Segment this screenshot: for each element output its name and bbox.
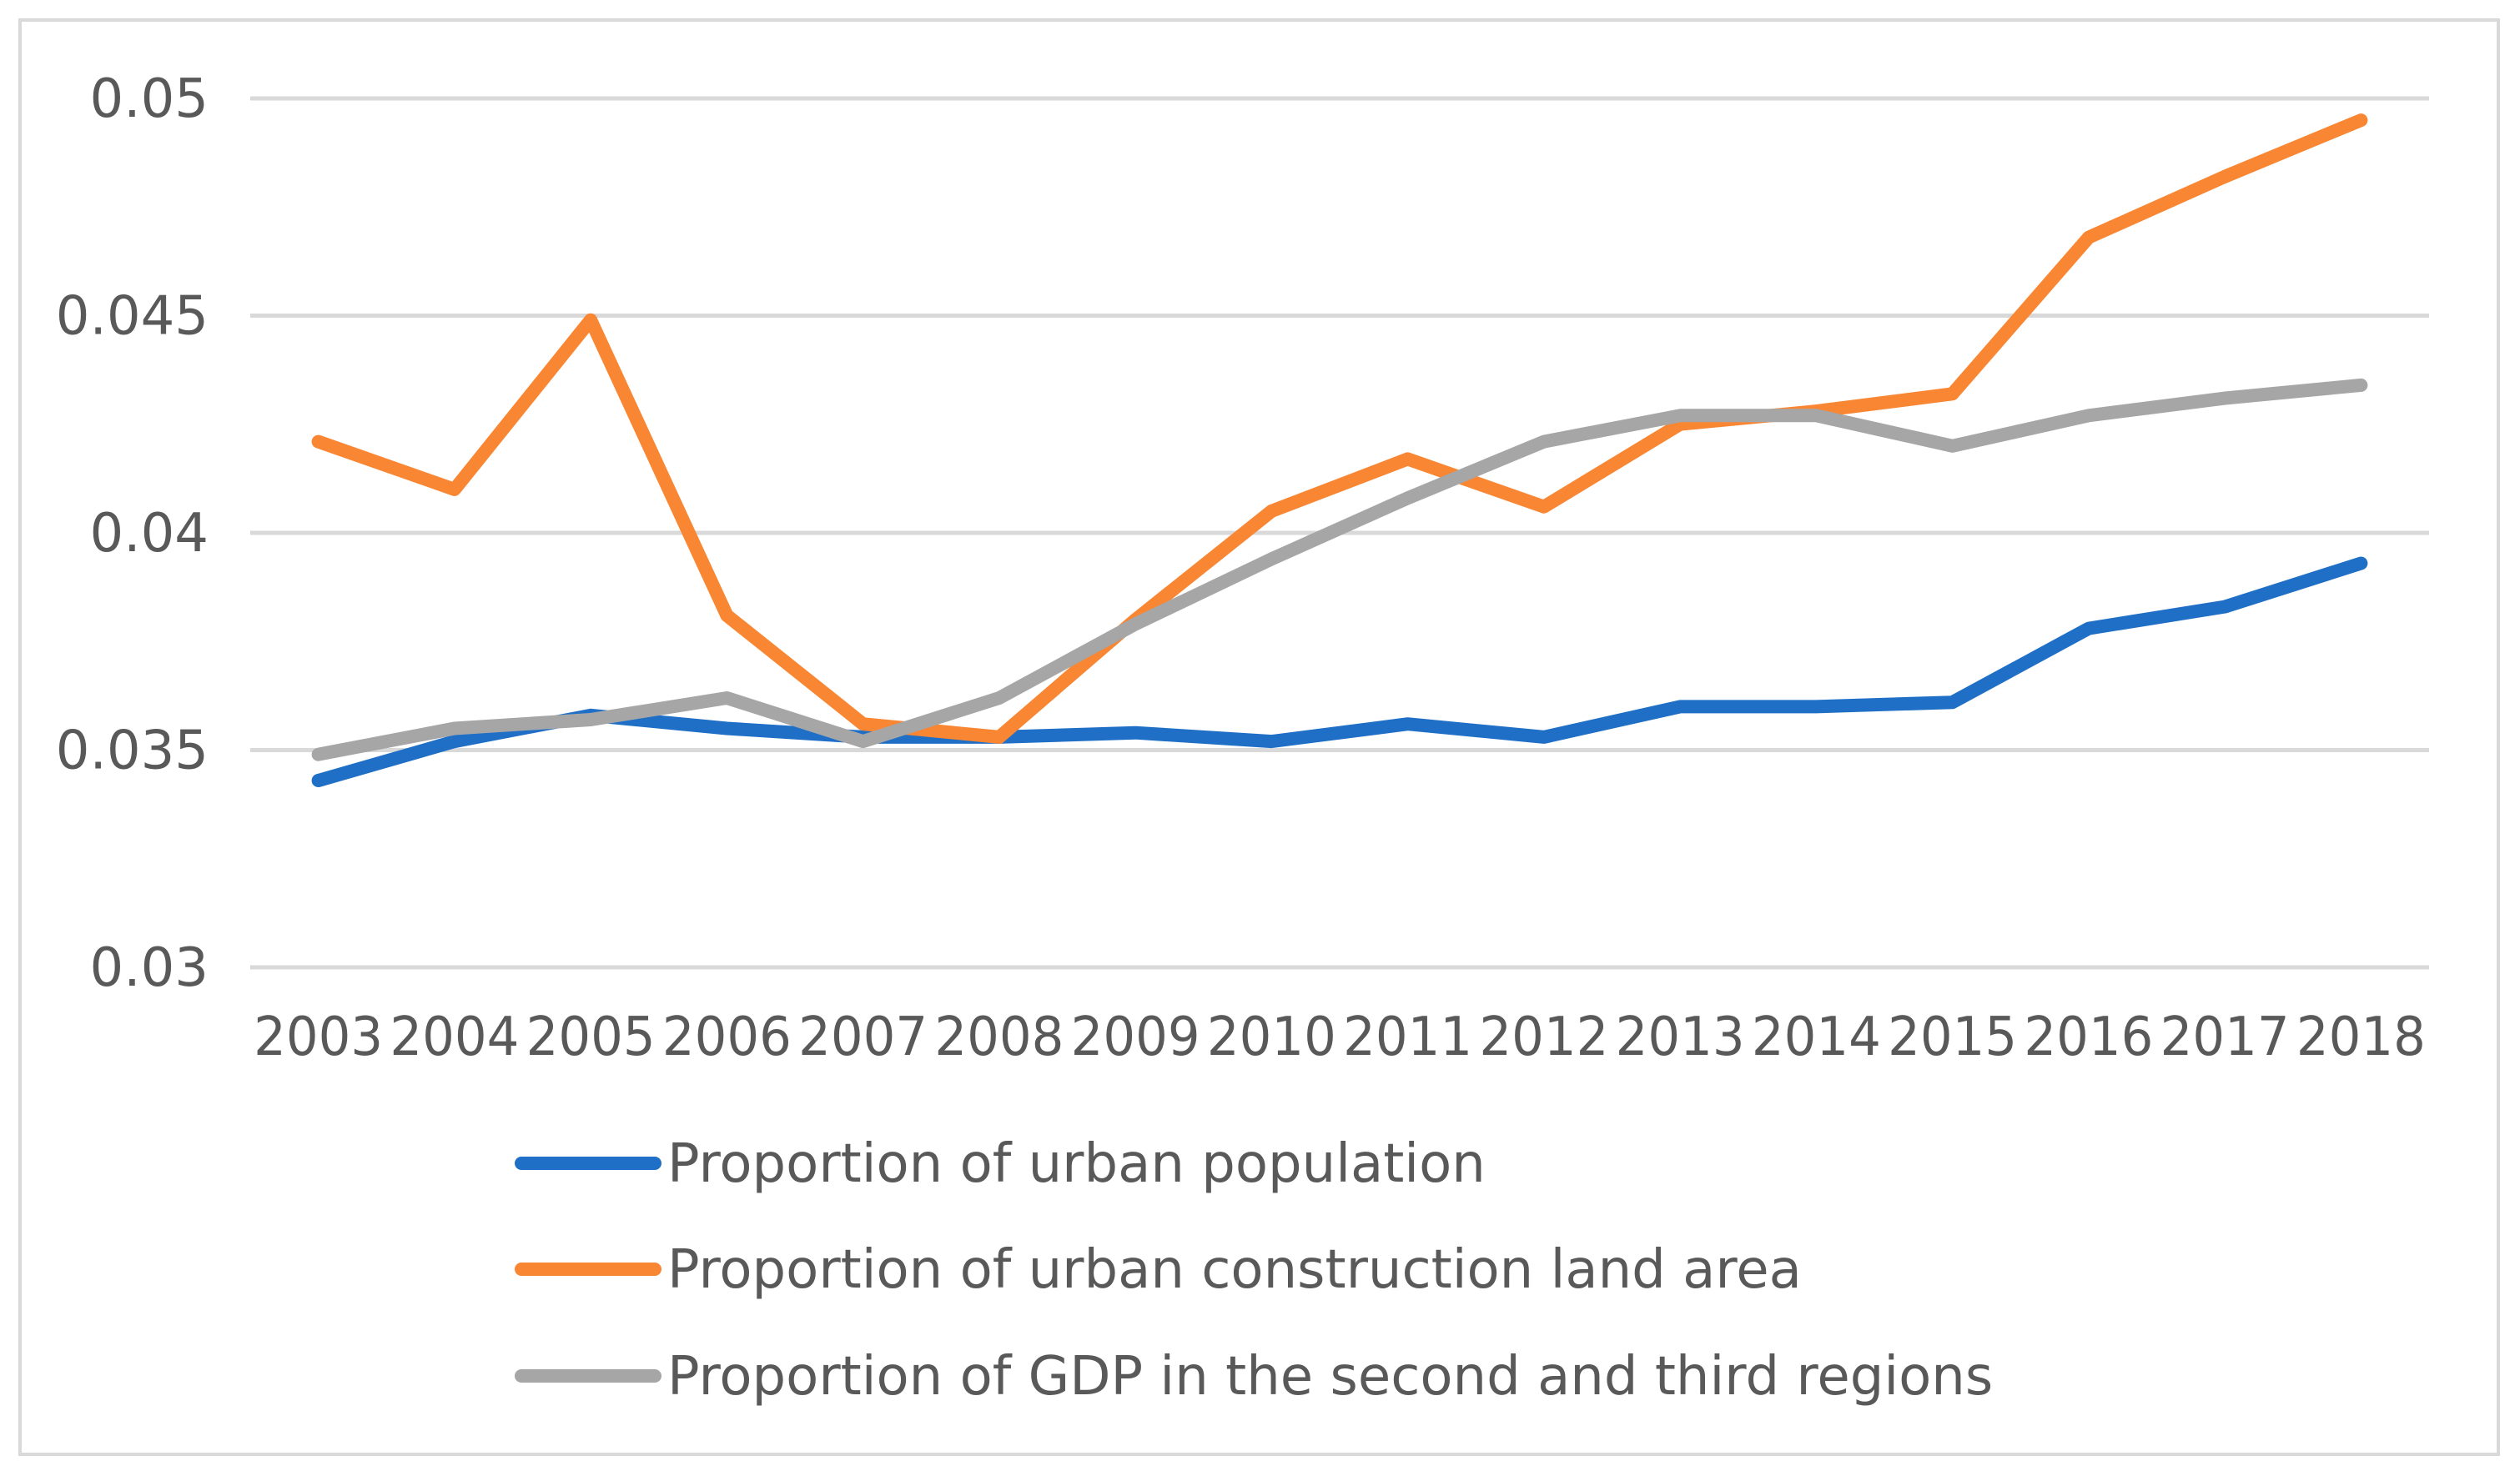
x-tick-label: 2005 (526, 1007, 656, 1068)
x-tick-label: 2012 (1479, 1007, 1608, 1068)
series-line-1 (311, 113, 2368, 744)
legend-label: Proportion of GDP in the second and thir… (667, 1346, 1993, 1408)
x-tick-label: 2018 (2296, 1007, 2426, 1068)
x-axis-tick-labels: 2003 2004 2005 2006 2007 2008 2009 2010 2011 2012… (254, 1007, 2426, 1068)
legend-label: Proportion of urban population (667, 1133, 1486, 1195)
y-tick-label: 0.03 (90, 937, 209, 999)
x-tick-label: 2011 (1343, 1007, 1472, 1068)
x-tick-label: 2010 (1207, 1007, 1336, 1068)
x-tick-label: 2004 (390, 1007, 519, 1068)
x-tick-label: 2006 (662, 1007, 792, 1068)
y-tick-label: 0.045 (56, 286, 209, 348)
x-tick-label: 2014 (1752, 1007, 1881, 1068)
legend: Proportion of urban population Proportion… (515, 1133, 1993, 1408)
x-tick-label: 2016 (2024, 1007, 2153, 1068)
x-tick-label: 2017 (2160, 1007, 2290, 1068)
x-tick-label: 2013 (1616, 1007, 1745, 1068)
y-tick-label: 0.04 (90, 503, 209, 565)
x-tick-label: 2009 (1071, 1007, 1200, 1068)
x-tick-label: 2003 (254, 1007, 383, 1068)
series-lines (311, 113, 2368, 787)
x-tick-label: 2008 (934, 1007, 1064, 1068)
legend-label: Proportion of urban construction land ar… (667, 1239, 1802, 1301)
y-tick-label: 0.05 (90, 68, 209, 130)
gridlines (250, 96, 2429, 970)
x-tick-label: 2015 (1888, 1007, 2017, 1068)
y-axis-tick-labels: 0.03 0.035 0.04 0.045 0.05 (56, 68, 209, 999)
series-line-2 (311, 378, 2368, 761)
x-tick-label: 2007 (798, 1007, 928, 1068)
y-tick-label: 0.035 (56, 720, 209, 782)
series-line-0 (311, 556, 2368, 787)
